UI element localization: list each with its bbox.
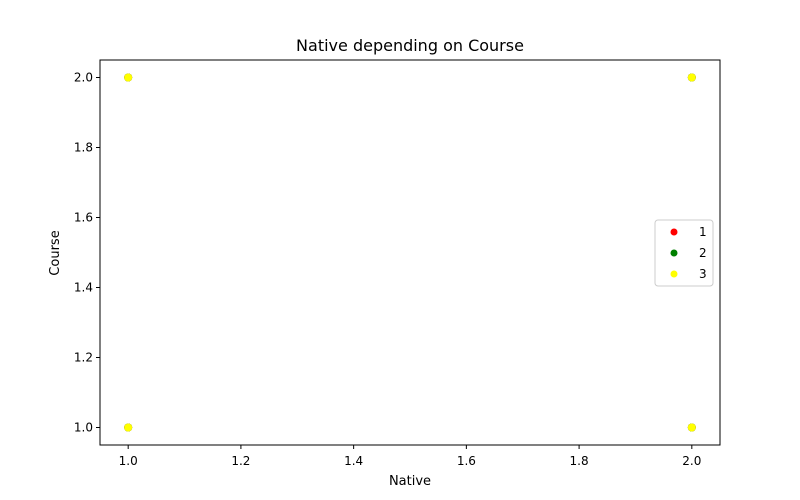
- legend-marker-1: [670, 228, 678, 236]
- plot-frame: [99, 59, 721, 446]
- y-tick-label: 1.2: [74, 351, 93, 365]
- legend-marker-3: [670, 270, 678, 278]
- x-axis-label: Native: [389, 474, 431, 489]
- x-tick-label: 1.4: [344, 454, 363, 468]
- legend-label-1: 1: [699, 225, 707, 239]
- y-tick-label: 2.0: [74, 71, 93, 85]
- points-layer: [124, 73, 696, 432]
- legend-marker-2: [670, 249, 678, 257]
- point-series-3-2: [687, 423, 696, 432]
- ticks-layer: 1.0 1.2 1.4 1.6 1.8 2.0 1.0 1.2 1.4 1.6 1.8 2.0: [74, 71, 701, 469]
- point-series-3-3: [687, 73, 696, 82]
- y-tick-label: 1.8: [74, 141, 93, 155]
- legend: 1 2 3: [654, 219, 714, 287]
- y-axis-label: Course: [48, 230, 63, 275]
- x-tick-label: 2.0: [682, 454, 701, 468]
- x-tick-label: 1.0: [119, 454, 138, 468]
- legend-label-2: 2: [699, 246, 707, 260]
- x-tick-label: 1.8: [570, 454, 589, 468]
- point-series-3-0: [124, 423, 133, 432]
- point-series-3-1: [124, 73, 133, 82]
- y-tick-label: 1.6: [74, 211, 93, 225]
- y-tick-label: 1.0: [74, 421, 93, 435]
- legend-box: [654, 219, 714, 287]
- y-tick-label: 1.4: [74, 281, 93, 295]
- x-tick-label: 1.6: [457, 454, 476, 468]
- x-tick-label: 1.2: [231, 454, 250, 468]
- chart-title: Native depending on Course: [296, 36, 524, 55]
- legend-label-3: 3: [699, 267, 707, 281]
